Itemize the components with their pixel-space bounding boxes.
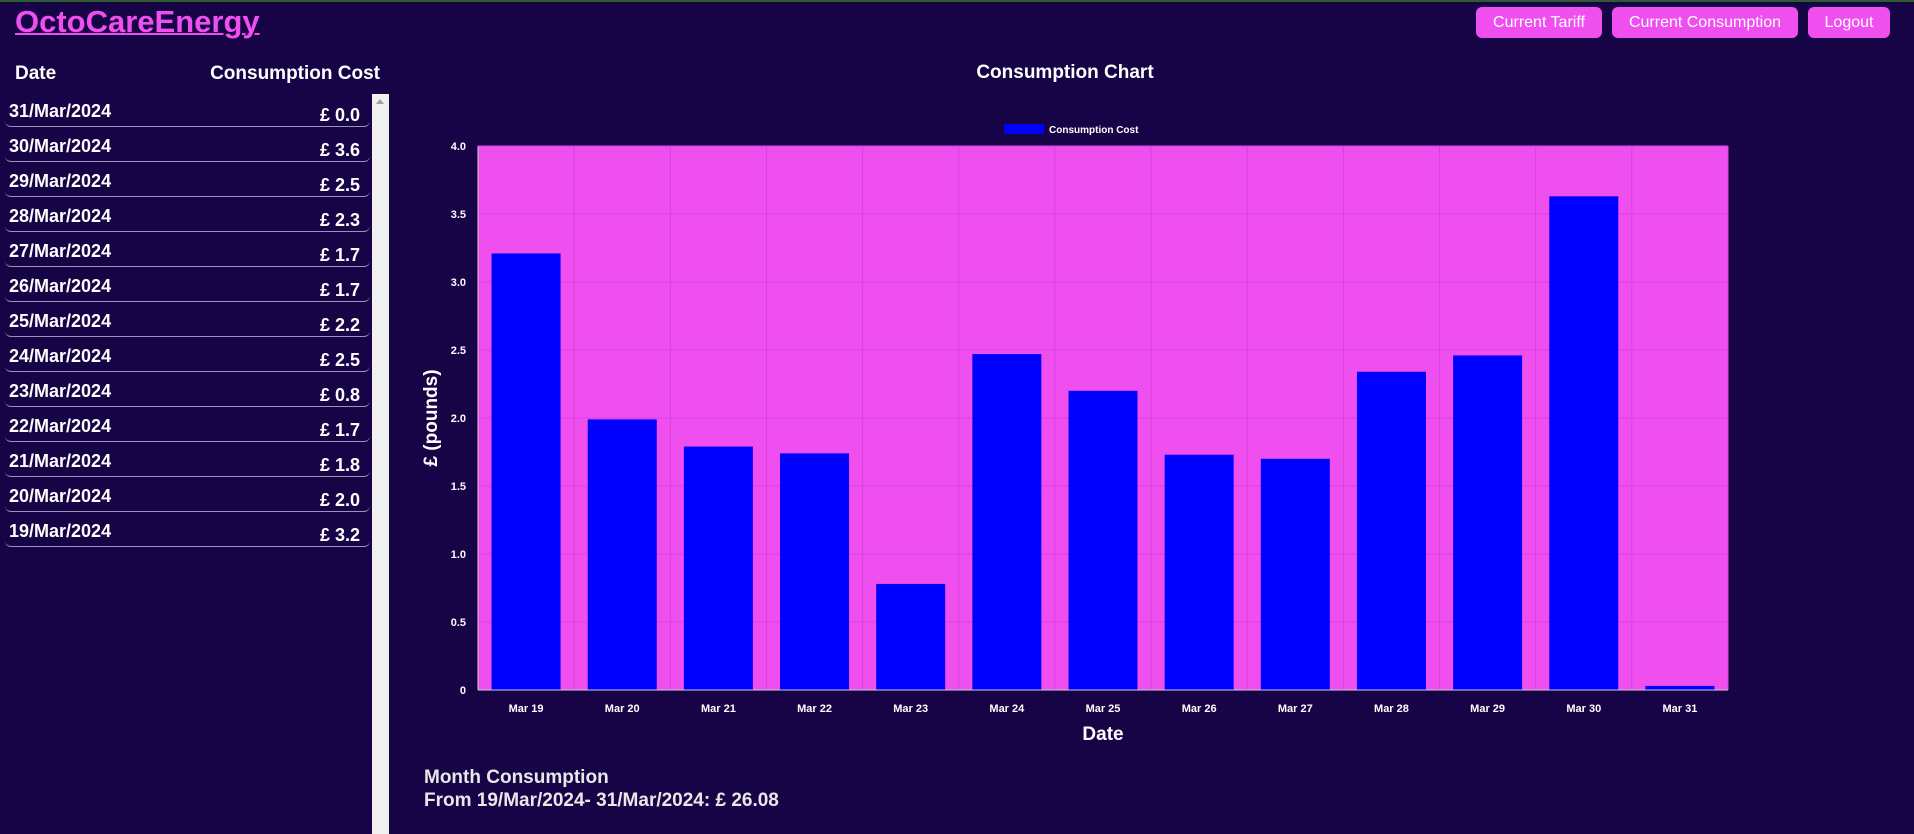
y-tick-label: 4.0 (451, 141, 466, 153)
row-date: 26/Mar/2024 (9, 276, 112, 296)
bar (1164, 454, 1234, 690)
row-date: 24/Mar/2024 (9, 346, 112, 366)
row-cost: £ 3.2 (319, 525, 360, 545)
x-tick-label: Mar 28 (1374, 703, 1409, 715)
bar (683, 446, 753, 690)
month-consumption-title: Month Consumption (424, 767, 609, 788)
x-tick-label: Mar 24 (989, 703, 1025, 715)
row-date: 27/Mar/2024 (9, 241, 112, 261)
x-tick-label: Mar 19 (509, 703, 544, 715)
row-cost: £ 2.0 (319, 490, 360, 510)
bar (491, 253, 561, 690)
row-date: 21/Mar/2024 (9, 451, 112, 471)
table-header: Date Consumption Cost (0, 58, 380, 88)
table-row: 29/Mar/2024 £ 2.5 (5, 164, 370, 197)
bar (1453, 355, 1523, 690)
y-tick-label: 1.0 (451, 549, 466, 561)
bar (587, 419, 657, 690)
y-tick-label: 3.5 (451, 209, 466, 221)
table-row: 27/Mar/2024 £ 1.7 (5, 234, 370, 267)
table-row: 22/Mar/2024 £ 1.7 (5, 409, 370, 442)
bar (1645, 685, 1715, 690)
row-date: 30/Mar/2024 (9, 136, 112, 156)
x-tick-label: Mar 25 (1086, 703, 1121, 715)
row-date: 25/Mar/2024 (9, 311, 112, 331)
table-row: 30/Mar/2024 £ 3.6 (5, 129, 370, 162)
table-row: 28/Mar/2024 £ 2.3 (5, 199, 370, 232)
consumption-chart: 0 0.5 1.0 1.5 2.0 2.5 3.0 3.5 4.0 Mar 19 Mar 20 Mar… (421, 124, 1729, 745)
row-date: 20/Mar/2024 (9, 486, 112, 506)
table-row: 26/Mar/2024 £ 1.7 (5, 269, 370, 302)
table-row: 21/Mar/2024 £ 1.8 (5, 444, 370, 477)
row-cost: £ 1.7 (319, 245, 360, 265)
x-tick-label: Mar 27 (1278, 703, 1313, 715)
x-tick-label: Mar 30 (1566, 703, 1601, 715)
row-date: 19/Mar/2024 (9, 521, 112, 541)
row-cost: £ 0.0 (319, 105, 360, 125)
row-cost: £ 3.6 (319, 140, 360, 160)
row-date: 29/Mar/2024 (9, 171, 112, 191)
y-tick-label: 3.0 (451, 277, 466, 289)
x-tick-label: Mar 26 (1182, 703, 1217, 715)
row-cost: £ 2.3 (319, 210, 360, 230)
x-tick-label: Mar 21 (701, 703, 736, 715)
consumption-table: 31/Mar/2024 £ 0.0 30/Mar/2024 £ 3.6 29/Mar/2… (0, 94, 372, 834)
column-header-date: Date (15, 63, 57, 84)
x-tick-label: Mar 31 (1662, 703, 1697, 715)
current-consumption-button[interactable]: Current Consumption (1612, 7, 1798, 38)
bar (1549, 196, 1619, 690)
table-row: 24/Mar/2024 £ 2.5 (5, 339, 370, 372)
row-date: 23/Mar/2024 (9, 381, 112, 401)
row-cost: £ 2.2 (319, 315, 360, 335)
x-tick-label: Mar 29 (1470, 703, 1505, 715)
y-tick-label: 2.0 (451, 413, 466, 425)
y-tick-label: 0 (460, 685, 466, 697)
table-row: 20/Mar/2024 £ 2.0 (5, 479, 370, 512)
y-tick-label: 2.5 (451, 345, 466, 357)
bar (972, 354, 1042, 690)
row-cost: £ 1.8 (319, 455, 360, 475)
x-tick-label: Mar 20 (605, 703, 640, 715)
x-tick-label: Mar 23 (893, 703, 928, 715)
x-tick-label: Mar 22 (797, 703, 832, 715)
bar (1356, 371, 1426, 690)
y-tick-label: 1.5 (451, 481, 466, 493)
x-axis-title: Date (1082, 724, 1123, 745)
row-cost: £ 1.7 (319, 420, 360, 440)
row-cost: £ 2.5 (319, 175, 360, 195)
scroll-up-arrow-icon[interactable] (376, 99, 384, 104)
scrollbar-thumb[interactable] (372, 108, 389, 834)
brand-logo-link[interactable]: OctoCareEnergy (15, 4, 260, 39)
current-tariff-button[interactable]: Current Tariff (1476, 7, 1602, 38)
bar (1068, 390, 1138, 690)
chart-title: Consumption Chart (976, 62, 1154, 83)
table-scrollbar[interactable] (372, 94, 389, 834)
top-border (0, 0, 1914, 2)
row-cost: £ 2.5 (319, 350, 360, 370)
bar (780, 453, 850, 690)
row-cost: £ 1.7 (319, 280, 360, 300)
column-header-cost: Consumption Cost (210, 63, 380, 84)
row-date: 22/Mar/2024 (9, 416, 112, 436)
y-axis-title: £ (pounds) (421, 369, 442, 466)
row-date: 31/Mar/2024 (9, 101, 112, 121)
month-consumption-summary: From 19/Mar/2024- 31/Mar/2024: £ 26.08 (424, 790, 779, 811)
table-row: 19/Mar/2024 £ 3.2 (5, 514, 370, 547)
table-row: 25/Mar/2024 £ 2.2 (5, 304, 370, 337)
table-row: 23/Mar/2024 £ 0.8 (5, 374, 370, 407)
legend-swatch (1004, 124, 1044, 134)
y-tick-label: 0.5 (451, 617, 466, 629)
legend-label: Consumption Cost (1049, 125, 1139, 136)
bar (1260, 458, 1330, 690)
bar (876, 583, 946, 690)
logout-button[interactable]: Logout (1808, 7, 1890, 38)
row-cost: £ 0.8 (319, 385, 360, 405)
table-row: 31/Mar/2024 £ 0.0 (5, 94, 370, 127)
row-date: 28/Mar/2024 (9, 206, 112, 226)
